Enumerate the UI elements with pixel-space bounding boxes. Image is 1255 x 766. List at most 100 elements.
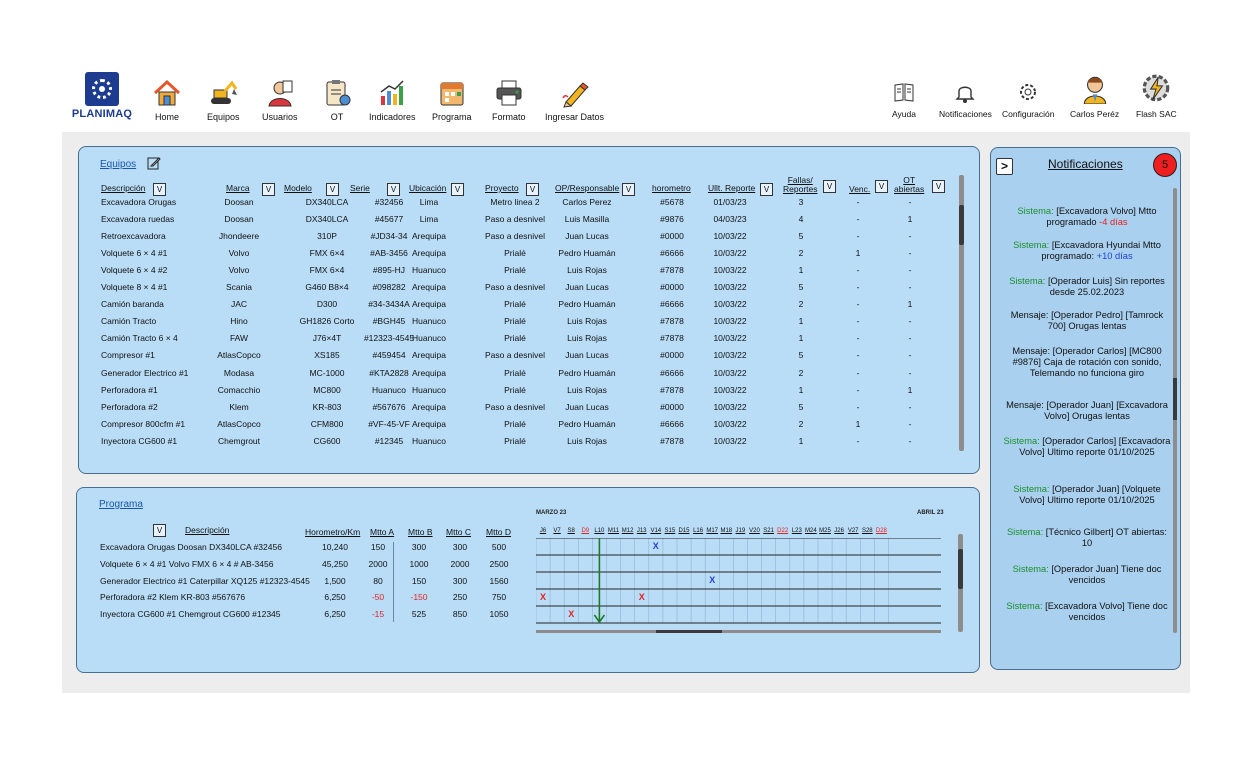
cell-ot-abiertas: -: [908, 367, 912, 378]
notifications-label: Notificaciones: [939, 109, 992, 119]
cell-marca: Klem: [229, 401, 249, 412]
programa-scrollbar[interactable]: [958, 534, 963, 632]
notification-item[interactable]: Sistema: [Operador Juan] Tiene doc venci…: [1001, 564, 1173, 586]
cell-responsable: Carlos Perez: [562, 197, 612, 207]
programa-scrollbar-thumb[interactable]: [958, 549, 963, 589]
cell-marca: Modasa: [223, 367, 255, 378]
cell-ot-abiertas: 1: [907, 299, 913, 310]
table-row[interactable]: Compresor 800cfm #1 AtlasCopco CFM800 #VF-4…: [79, 419, 949, 433]
gantt-maintenance-mark[interactable]: X: [652, 541, 659, 551]
programa-row[interactable]: Inyectora CG600 #1 Chemgrout CG600 #1234…: [77, 609, 537, 625]
nav-home[interactable]: Home: [152, 78, 182, 122]
programa-row[interactable]: Excavadora Orugas Doosan DX340LCA #32456…: [77, 542, 537, 558]
company-button[interactable]: Flash SAC: [1136, 72, 1177, 119]
programa-filter-button[interactable]: V: [153, 524, 166, 537]
cell-mtto-b: -150: [410, 592, 428, 603]
nav-ingresar-datos[interactable]: Ingresar Datos: [545, 78, 604, 122]
notification-source: Sistema:: [1013, 484, 1050, 494]
notification-item[interactable]: Sistema: [Operador Luis] Sin reportes de…: [1001, 276, 1173, 298]
cell-ubicacion: Huanuco: [411, 316, 447, 327]
gantt-maintenance-mark[interactable]: X: [568, 609, 575, 619]
filter-button-fallas[interactable]: V: [823, 180, 836, 193]
gantt-day-label: D22: [777, 528, 789, 534]
notification-item[interactable]: Sistema: [Excavadora Volvo] Mtto program…: [1001, 206, 1173, 228]
notification-item[interactable]: Sistema: [Excavadora Hyundai Mtto progra…: [1001, 240, 1173, 262]
filter-button-op[interactable]: V: [622, 183, 635, 196]
notifications-button[interactable]: Notificaciones: [939, 80, 992, 119]
notification-item[interactable]: Sistema: [Operador Carlos] [Excavadora V…: [1001, 436, 1173, 458]
cell-descripcion: Retroexcavadora: [101, 231, 166, 242]
programa-row[interactable]: Volquete 6 × 4 #1 Volvo FMX 6 × 4 # AB-3…: [77, 559, 537, 575]
gantt-day-label: L16: [693, 528, 704, 534]
cell-responsable: Luis Rojas: [567, 384, 607, 395]
gantt-day-label: S28: [861, 528, 873, 534]
notifications-panel: > Notificaciones 5 Sistema: [Excavadora …: [990, 147, 1181, 670]
filter-button-descripcion[interactable]: V: [153, 183, 166, 196]
user-profile-button[interactable]: Carlos Peréz: [1070, 72, 1119, 119]
equipos-scrollbar-thumb[interactable]: [959, 205, 964, 245]
notification-item[interactable]: Mensaje: [Operador Carlos] [MC800 #9876]…: [1001, 346, 1173, 379]
equipos-scrollbar[interactable]: [959, 175, 964, 451]
filter-button-marca[interactable]: V: [262, 183, 275, 196]
notifications-scrollbar[interactable]: [1173, 188, 1177, 633]
cell-mtto-c: 2000: [450, 558, 470, 569]
gantt-maintenance-mark[interactable]: X: [638, 592, 645, 602]
filter-button-ult-reporte[interactable]: V: [760, 183, 773, 196]
help-button[interactable]: Ayuda: [892, 80, 916, 119]
table-row[interactable]: Compresor #1 AtlasCopco XS185 #459454 Arequi…: [79, 350, 949, 364]
notification-item[interactable]: Sistema: [Excavadora Volvo] Tiene doc ve…: [1001, 601, 1173, 623]
cell-mtto-d: 500: [491, 542, 507, 552]
filter-button-ubicacion[interactable]: V: [451, 183, 464, 196]
gantt-maintenance-mark[interactable]: X: [540, 592, 547, 602]
table-row[interactable]: Volquete 6 × 4 #2 Volvo FMX 6×4 #895-HJ Huan…: [79, 265, 949, 279]
gantt-scrollbar-thumb[interactable]: [656, 630, 722, 633]
notifications-count-badge[interactable]: 5: [1153, 153, 1177, 177]
filter-button-venc[interactable]: V: [875, 180, 888, 193]
notification-item[interactable]: Mensaje: [Operador Pedro] [Tamrock 700] …: [1001, 310, 1173, 332]
programa-row[interactable]: Perforadora #2 Klem KR-803 #567676 6,250 -…: [77, 592, 537, 608]
notifications-scrollbar-thumb[interactable]: [1173, 378, 1177, 420]
nav-indicadores[interactable]: Indicadores: [369, 78, 416, 122]
filter-button-modelo[interactable]: V: [326, 183, 339, 196]
settings-button[interactable]: Configuración: [1002, 80, 1054, 119]
cell-serie: #12345: [374, 435, 404, 446]
table-row[interactable]: Volquete 8 × 4 #1 Scania G460 B8×4 #098282 A…: [79, 282, 949, 296]
gantt-maintenance-mark[interactable]: X: [709, 575, 716, 585]
collapse-panel-button[interactable]: >: [996, 158, 1013, 175]
table-row[interactable]: Generador Electrico #1 Modasa MC-1000 #KTA2…: [79, 368, 949, 382]
table-row[interactable]: Camión Tracto 6 × 4 FAW J76×4T #12323-4545 H…: [79, 333, 949, 347]
table-row[interactable]: Inyectora CG600 #1 Chemgrout CG600 #12345 Hu…: [79, 436, 949, 450]
table-row[interactable]: Perforadora #1 Comacchio MC800 Huanuco Huanu…: [79, 385, 949, 399]
gantt-horizontal-scrollbar[interactable]: [536, 630, 941, 633]
table-row[interactable]: Volquete 6 × 4 #1 Volvo FMX 6×4 #AB-3456 Are…: [79, 248, 949, 262]
filter-button-ot[interactable]: V: [932, 180, 945, 193]
notification-item[interactable]: Mensaje: [Operador Juan] [Excavadora Vol…: [1001, 400, 1173, 422]
equipos-header-ult-reporte: Ullt. Reporte: [708, 183, 756, 193]
table-row[interactable]: Retroexcavadora Jhondeere 310P #JD34-34 Areq…: [79, 231, 949, 245]
programa-title-link[interactable]: Programa: [99, 499, 143, 510]
edit-icon[interactable]: [147, 156, 161, 170]
nav-ot[interactable]: OT: [322, 78, 352, 122]
table-row[interactable]: Excavadora ruedas Doosan DX340LCA #45677 Lim…: [79, 214, 949, 228]
nav-programa[interactable]: Programa: [432, 78, 472, 122]
cell-serie: #34-3434A: [368, 299, 410, 310]
notification-item[interactable]: Sistema: [Operador Juan] [Volquete Volvo…: [1001, 484, 1173, 506]
filter-button-serie[interactable]: V: [387, 183, 400, 196]
nav-usuarios[interactable]: Usuarios: [262, 78, 298, 122]
table-row[interactable]: Camión baranda JAC D300 #34-3434A Arequipa Pr…: [79, 299, 949, 313]
equipos-title-link[interactable]: Equipos: [100, 159, 137, 170]
cell-marca: AtlasCopco: [217, 350, 261, 361]
planimaq-logo[interactable]: PLANIMAQ: [70, 72, 134, 128]
notification-item[interactable]: Sistema: [Técnico Gilbert] OT abiertas: …: [1001, 527, 1173, 549]
cell-horometro: 6,250: [324, 592, 346, 603]
logo-gear-icon: [85, 72, 119, 106]
nav-equipos[interactable]: Equipos: [207, 78, 240, 122]
filter-button-proyecto[interactable]: V: [526, 183, 539, 196]
table-row[interactable]: Camión Tracto Hino GH1826 Corto #BGH45 Huanu…: [79, 316, 949, 330]
table-row[interactable]: Excavadora Orugas Doosan DX340LCA #32456 Lim…: [79, 197, 949, 211]
cell-marca: FAW: [229, 333, 249, 344]
table-row[interactable]: Perforadora #2 Klem KR-803 #567676 Arequipa P…: [79, 402, 949, 416]
programa-row[interactable]: Generador Electrico #1 Caterpillar XQ125…: [77, 576, 537, 592]
nav-formato[interactable]: Formato: [492, 78, 526, 122]
gantt-grid: [536, 538, 941, 624]
